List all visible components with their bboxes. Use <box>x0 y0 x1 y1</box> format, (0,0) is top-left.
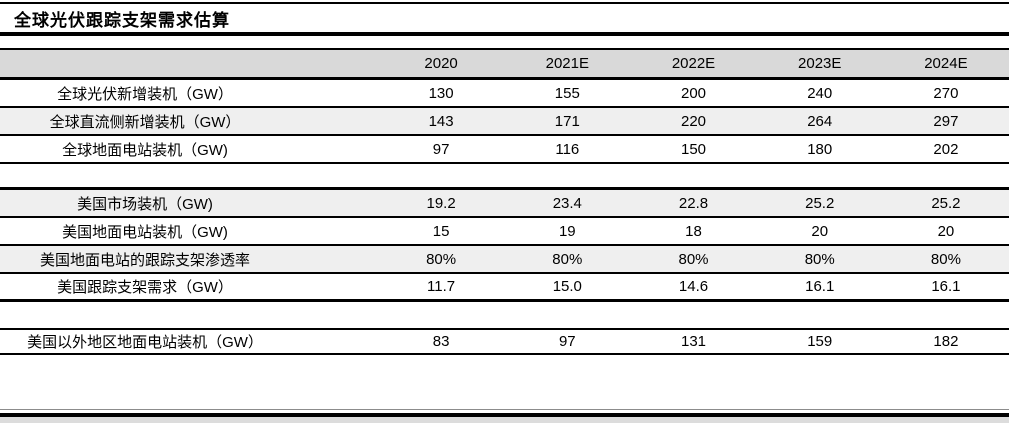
title-table-gap <box>0 36 1009 48</box>
thin-gray-rule <box>0 409 1009 410</box>
cell-value: 11.7 <box>427 278 456 295</box>
row-us-ground-station-install: 美国地面电站装机（GW) 15 19 18 20 20 <box>0 218 1009 246</box>
row-label: 全球地面电站装机（GW) <box>62 141 228 159</box>
next-section-cutoff <box>0 409 1009 423</box>
cell-value: 200 <box>680 84 707 102</box>
title-underline-rule <box>0 32 1009 36</box>
header-label-cell <box>0 50 378 77</box>
cell-value: 20 <box>937 222 955 240</box>
cell-value: 25.2 <box>931 194 961 212</box>
row-us-tracker-demand: 美国跟踪支架需求（GW） 11.7 15.0 14.6 16.1 16.1 <box>0 274 1009 302</box>
cell-value: 297 <box>933 112 959 130</box>
cell-value: 18 <box>685 222 702 240</box>
bottom-black-rule <box>0 413 1009 417</box>
row-label: 美国地面电站的跟踪支架渗透率 <box>39 251 250 269</box>
column-header-2021e: 2021E <box>545 55 589 72</box>
row-global-dc-side-new-install: 全球直流侧新增装机（GW） 143 171 220 264 297 <box>0 108 1009 136</box>
row-us-market-install: 美国市场装机（GW) 19.2 23.4 22.8 25.2 25.2 <box>0 190 1009 218</box>
table-title: 全球光伏跟踪支架需求估算 <box>14 10 230 30</box>
cell-value: 180 <box>807 140 833 158</box>
column-header-2020: 2020 <box>424 55 458 72</box>
table-header-row: 2020 2021E 2022E 2023E 2024E <box>0 50 1009 80</box>
cell-value: 116 <box>555 140 580 158</box>
block-spacer-row <box>0 302 1009 330</box>
cell-value: 97 <box>432 140 450 158</box>
cell-value: 150 <box>680 140 707 158</box>
cutoff-gray-strip <box>0 417 1009 423</box>
row-ex-us-ground-station-install: 美国以外地区地面电站装机（GW） 83 97 131 159 182 <box>0 330 1009 355</box>
column-header-2024e: 2024E <box>924 55 968 72</box>
cell-value: 16.1 <box>805 278 835 295</box>
cell-value: 14.6 <box>678 278 709 295</box>
row-label: 全球直流侧新增装机（GW） <box>49 113 241 131</box>
cell-value: 25.2 <box>805 194 835 212</box>
cell-value: 80% <box>930 250 961 268</box>
cell-value: 202 <box>933 140 959 158</box>
row-label: 美国市场装机（GW) <box>77 195 213 213</box>
cell-value: 80% <box>678 250 709 268</box>
row-global-pv-new-install: 全球光伏新增装机（GW） 130 155 200 240 270 <box>0 80 1009 108</box>
cell-value: 130 <box>428 84 454 102</box>
row-label: 美国跟踪支架需求（GW） <box>57 279 233 296</box>
demand-estimate-table: 2020 2021E 2022E 2023E 2024E 全球光伏新增装机（GW… <box>0 48 1009 355</box>
cell-value: 171 <box>554 112 580 130</box>
cell-value: 159 <box>807 333 833 350</box>
row-label: 美国地面电站装机（GW) <box>62 223 228 241</box>
cell-value: 97 <box>558 333 576 350</box>
cell-value: 19 <box>558 222 576 240</box>
cell-value: 264 <box>807 112 833 130</box>
top-rule <box>0 2 1009 4</box>
column-header-2023e: 2023E <box>798 55 842 72</box>
column-header-2022e: 2022E <box>671 55 716 72</box>
cell-value: 15 <box>432 222 450 240</box>
cell-value: 22.8 <box>678 194 709 212</box>
cell-value: 131 <box>680 333 707 350</box>
cell-value: 80% <box>552 250 583 268</box>
cell-value: 15.0 <box>552 278 582 295</box>
cell-value: 270 <box>933 84 959 102</box>
row-us-tracker-penetration: 美国地面电站的跟踪支架渗透率 80% 80% 80% 80% 80% <box>0 246 1009 274</box>
cell-value: 143 <box>428 112 454 130</box>
cell-value: 16.1 <box>931 278 961 295</box>
row-label: 美国以外地区地面电站装机（GW） <box>27 334 263 351</box>
row-label: 全球光伏新增装机（GW） <box>57 85 233 103</box>
block-spacer-row <box>0 164 1009 190</box>
cell-value: 80% <box>426 250 457 268</box>
cell-value: 220 <box>680 112 707 130</box>
cell-value: 23.4 <box>552 194 582 212</box>
cell-value: 19.2 <box>426 194 456 212</box>
cell-value: 20 <box>811 222 829 240</box>
row-global-ground-station-install: 全球地面电站装机（GW) 97 116 150 180 202 <box>0 136 1009 164</box>
cell-value: 182 <box>933 333 959 350</box>
cell-value: 155 <box>554 84 580 102</box>
cell-value: 240 <box>807 84 833 102</box>
cell-value: 80% <box>804 250 835 268</box>
cell-value: 83 <box>432 333 450 350</box>
